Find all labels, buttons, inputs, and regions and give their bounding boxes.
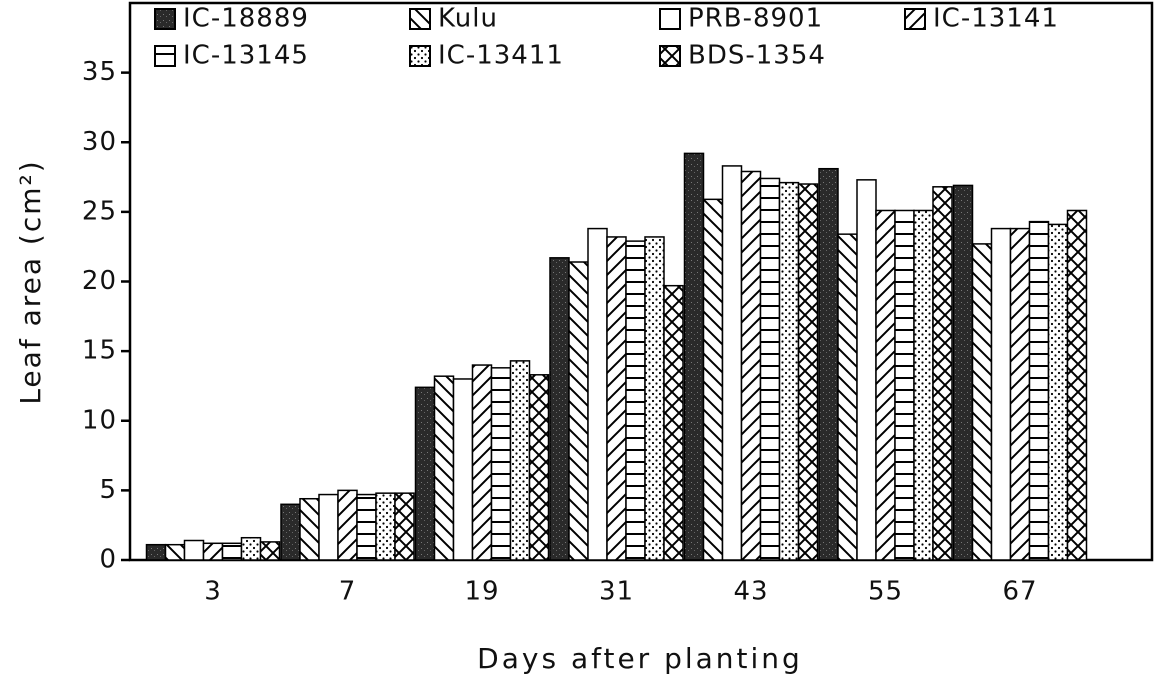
bar — [375, 492, 396, 561]
bar — [721, 165, 743, 561]
bar — [837, 233, 858, 561]
bar — [1047, 223, 1069, 561]
bar — [625, 240, 646, 561]
y-tick-label: 15 — [82, 336, 117, 366]
legend-swatch — [409, 45, 431, 67]
bar — [778, 181, 800, 561]
bar — [1066, 209, 1088, 561]
bar — [952, 184, 974, 561]
bar — [452, 378, 474, 561]
legend-label: IC-13411 — [438, 41, 564, 71]
bar — [1028, 220, 1050, 561]
bar — [894, 209, 915, 561]
bar — [568, 261, 589, 561]
y-tick-label: 5 — [99, 475, 117, 505]
legend-label: IC-18889 — [183, 4, 309, 34]
legend-swatch — [154, 45, 176, 67]
bar — [913, 209, 934, 561]
bar — [856, 179, 877, 561]
bar — [990, 227, 1012, 561]
x-axis-label: Days after planting — [477, 642, 803, 675]
bar — [797, 183, 819, 561]
y-tick-label: 25 — [82, 196, 117, 226]
bar — [280, 503, 301, 561]
bar — [971, 243, 993, 561]
bar — [471, 364, 493, 561]
legend-swatch — [659, 45, 681, 67]
x-tick-label: 55 — [868, 577, 903, 607]
bar — [299, 497, 320, 561]
bar — [145, 543, 167, 561]
y-tick-label: 10 — [82, 405, 117, 435]
bar — [240, 536, 262, 561]
legend-swatch — [154, 8, 176, 30]
bar — [932, 186, 953, 561]
x-tick-label: 67 — [1002, 577, 1037, 607]
bar — [759, 177, 781, 561]
bar — [356, 493, 377, 561]
bar — [414, 386, 436, 561]
legend-label: IC-13141 — [933, 4, 1059, 34]
y-tick-label: 35 — [82, 57, 117, 87]
bar — [740, 170, 762, 561]
y-axis-label: Leaf area (cm²) — [14, 159, 47, 404]
bar — [221, 542, 243, 561]
bar — [549, 257, 570, 561]
y-tick-label: 0 — [99, 545, 117, 575]
legend-swatch — [659, 8, 681, 30]
bar — [683, 152, 705, 561]
y-tick-label: 20 — [82, 266, 117, 296]
bar — [1009, 227, 1031, 561]
bar — [663, 284, 684, 561]
bar — [702, 198, 724, 561]
bar — [433, 375, 455, 561]
bar — [818, 167, 839, 561]
legend-label: BDS-1354 — [688, 41, 826, 71]
legend-label: Kulu — [438, 4, 498, 34]
bar — [202, 542, 224, 561]
bar — [490, 367, 512, 561]
bar — [606, 236, 627, 561]
x-tick-label: 31 — [599, 577, 634, 607]
bar — [644, 236, 665, 561]
bar — [528, 374, 550, 561]
x-tick-label: 3 — [204, 577, 222, 607]
bar — [337, 489, 358, 561]
legend-label: IC-13145 — [183, 41, 309, 71]
bar — [164, 543, 186, 561]
x-tick-label: 43 — [733, 577, 768, 607]
bar — [587, 227, 608, 561]
bar — [394, 492, 415, 561]
bar — [259, 541, 281, 561]
x-tick-label: 19 — [464, 577, 499, 607]
x-tick-label: 7 — [339, 577, 357, 607]
legend-swatch — [904, 8, 926, 30]
legend-swatch — [409, 8, 431, 30]
bar — [509, 360, 531, 561]
y-tick-label: 30 — [82, 127, 117, 157]
legend-label: PRB-8901 — [688, 4, 823, 34]
bar — [183, 539, 205, 561]
bar — [318, 493, 339, 561]
bar — [875, 209, 896, 561]
